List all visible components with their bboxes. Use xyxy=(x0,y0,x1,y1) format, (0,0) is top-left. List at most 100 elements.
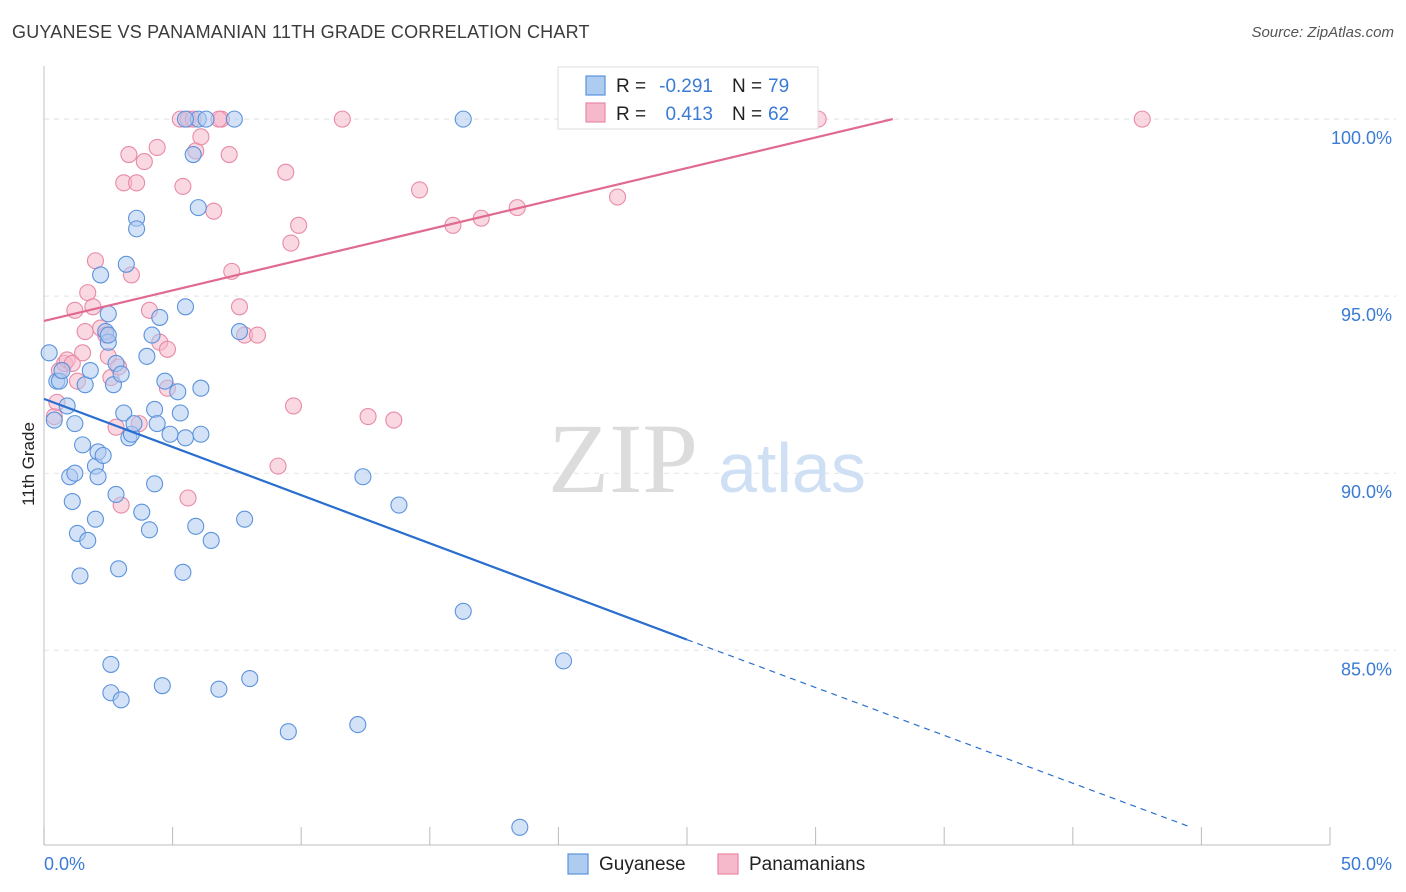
x-tick-label-min: 0.0% xyxy=(44,854,85,874)
guyanese-point xyxy=(81,361,99,380)
panamanians-point xyxy=(359,407,377,426)
chart-title: GUYANESE VS PANAMANIAN 11TH GRADE CORREL… xyxy=(12,22,590,42)
guyanese-point xyxy=(161,425,179,443)
guyanese-point xyxy=(156,372,174,390)
panamanians-point xyxy=(333,110,351,128)
guyanese-point xyxy=(230,323,249,341)
guyanese-point xyxy=(192,379,210,397)
guyanese-points xyxy=(40,110,573,836)
guyanese-point xyxy=(89,468,107,486)
guyanese-point xyxy=(197,110,215,128)
legend-r-label-1: R = xyxy=(616,76,646,97)
guyanese-point xyxy=(71,567,89,585)
y-tick-label: 95.0% xyxy=(1341,305,1392,325)
legend-r-label-2: R = xyxy=(616,104,646,125)
guyanese-point xyxy=(115,404,133,422)
guyanese-trend-extension xyxy=(686,639,1192,828)
guyanese-point xyxy=(94,446,112,465)
x-tick-label-max: 50.0% xyxy=(1341,854,1392,874)
legend-r-value-2: 0.413 xyxy=(665,104,713,125)
guyanese-point xyxy=(151,308,169,326)
guyanese-point xyxy=(176,429,195,447)
guyanese-point xyxy=(112,691,130,709)
guyanese-point xyxy=(63,492,81,511)
guyanese-point xyxy=(454,110,472,128)
guyanese-point xyxy=(45,411,63,429)
guyanese-point xyxy=(171,404,189,422)
guyanese-point xyxy=(210,680,228,698)
guyanese-point xyxy=(102,655,120,673)
guyanese-point xyxy=(117,255,135,273)
guyanese-point xyxy=(110,560,128,578)
guyanese-point xyxy=(184,145,202,164)
guyanese-point xyxy=(112,365,130,383)
panamanians-point xyxy=(128,174,146,192)
guyanese-point xyxy=(128,220,146,238)
panamanians-point xyxy=(86,252,104,270)
guyanese-point xyxy=(279,723,297,741)
guyanese-point xyxy=(92,266,110,284)
guyanese-point xyxy=(202,531,220,550)
guyanese-point xyxy=(176,110,195,128)
panamanians-point xyxy=(74,344,92,362)
panamanians-trend-line xyxy=(43,118,894,323)
guyanese-point xyxy=(138,347,156,365)
panamanians-point xyxy=(179,489,197,507)
panamanians-point xyxy=(284,397,303,415)
guyanese-point xyxy=(53,361,71,380)
panamanians-point xyxy=(135,153,153,171)
panamanians-point xyxy=(84,298,102,316)
y-axis-label: 11th Grade xyxy=(19,422,38,506)
bottom-legend-swatch-panamanians xyxy=(717,853,739,875)
guyanese-point xyxy=(241,670,259,688)
guyanese-point xyxy=(140,521,159,539)
panamanians-point xyxy=(79,284,97,302)
top-legend: R = -0.291 N = 79 R = 0.413 N = 62 xyxy=(557,66,819,130)
axes xyxy=(43,66,1331,846)
guyanese-point xyxy=(133,503,151,521)
guyanese-point xyxy=(148,415,166,433)
guyanese-point xyxy=(99,305,117,323)
panamanians-point xyxy=(148,138,166,156)
guyanese-point xyxy=(189,199,207,217)
guyanese-point xyxy=(554,652,573,670)
panamanians-point xyxy=(410,181,429,199)
guyanese-point xyxy=(192,425,210,443)
guyanese-point xyxy=(99,326,117,344)
guyanese-point xyxy=(146,400,164,419)
guyanese-point xyxy=(76,376,94,394)
legend-n-label-2: N = xyxy=(732,104,762,125)
y-tick-label: 85.0% xyxy=(1341,659,1392,679)
guyanese-point xyxy=(349,716,367,734)
guyanese-point xyxy=(454,602,472,620)
guyanese-point xyxy=(143,326,161,344)
guyanese-point xyxy=(79,531,97,550)
legend-r-value-1: -0.291 xyxy=(659,76,713,97)
panamanians-point xyxy=(76,323,94,341)
guyanese-point xyxy=(74,436,92,454)
guyanese-point xyxy=(236,510,254,528)
trend-lines xyxy=(43,118,1192,828)
watermark-atlas: atlas xyxy=(718,429,866,507)
panamanians-point xyxy=(385,411,403,429)
panamanians-point xyxy=(1133,110,1151,128)
grid-lines xyxy=(44,118,1396,651)
panamanians-point xyxy=(192,128,210,146)
panamanians-point xyxy=(230,298,249,316)
guyanese-point xyxy=(66,464,84,482)
panamanians-point xyxy=(248,326,267,344)
watermark-zip: ZIP xyxy=(548,403,698,514)
guyanese-point xyxy=(390,496,408,514)
bottom-legend-swatch-guyanese xyxy=(567,853,589,875)
panamanians-point xyxy=(120,145,138,164)
guyanese-point xyxy=(511,818,529,836)
guyanese-point xyxy=(176,298,195,316)
panamanians-point xyxy=(174,177,192,195)
guyanese-point xyxy=(187,517,205,535)
panamanians-point xyxy=(158,340,177,358)
panamanians-point xyxy=(277,163,295,181)
guyanese-point xyxy=(354,468,372,486)
y-tick-label: 100.0% xyxy=(1331,128,1392,148)
panamanians-point xyxy=(205,202,223,220)
panamanians-point xyxy=(290,216,308,234)
